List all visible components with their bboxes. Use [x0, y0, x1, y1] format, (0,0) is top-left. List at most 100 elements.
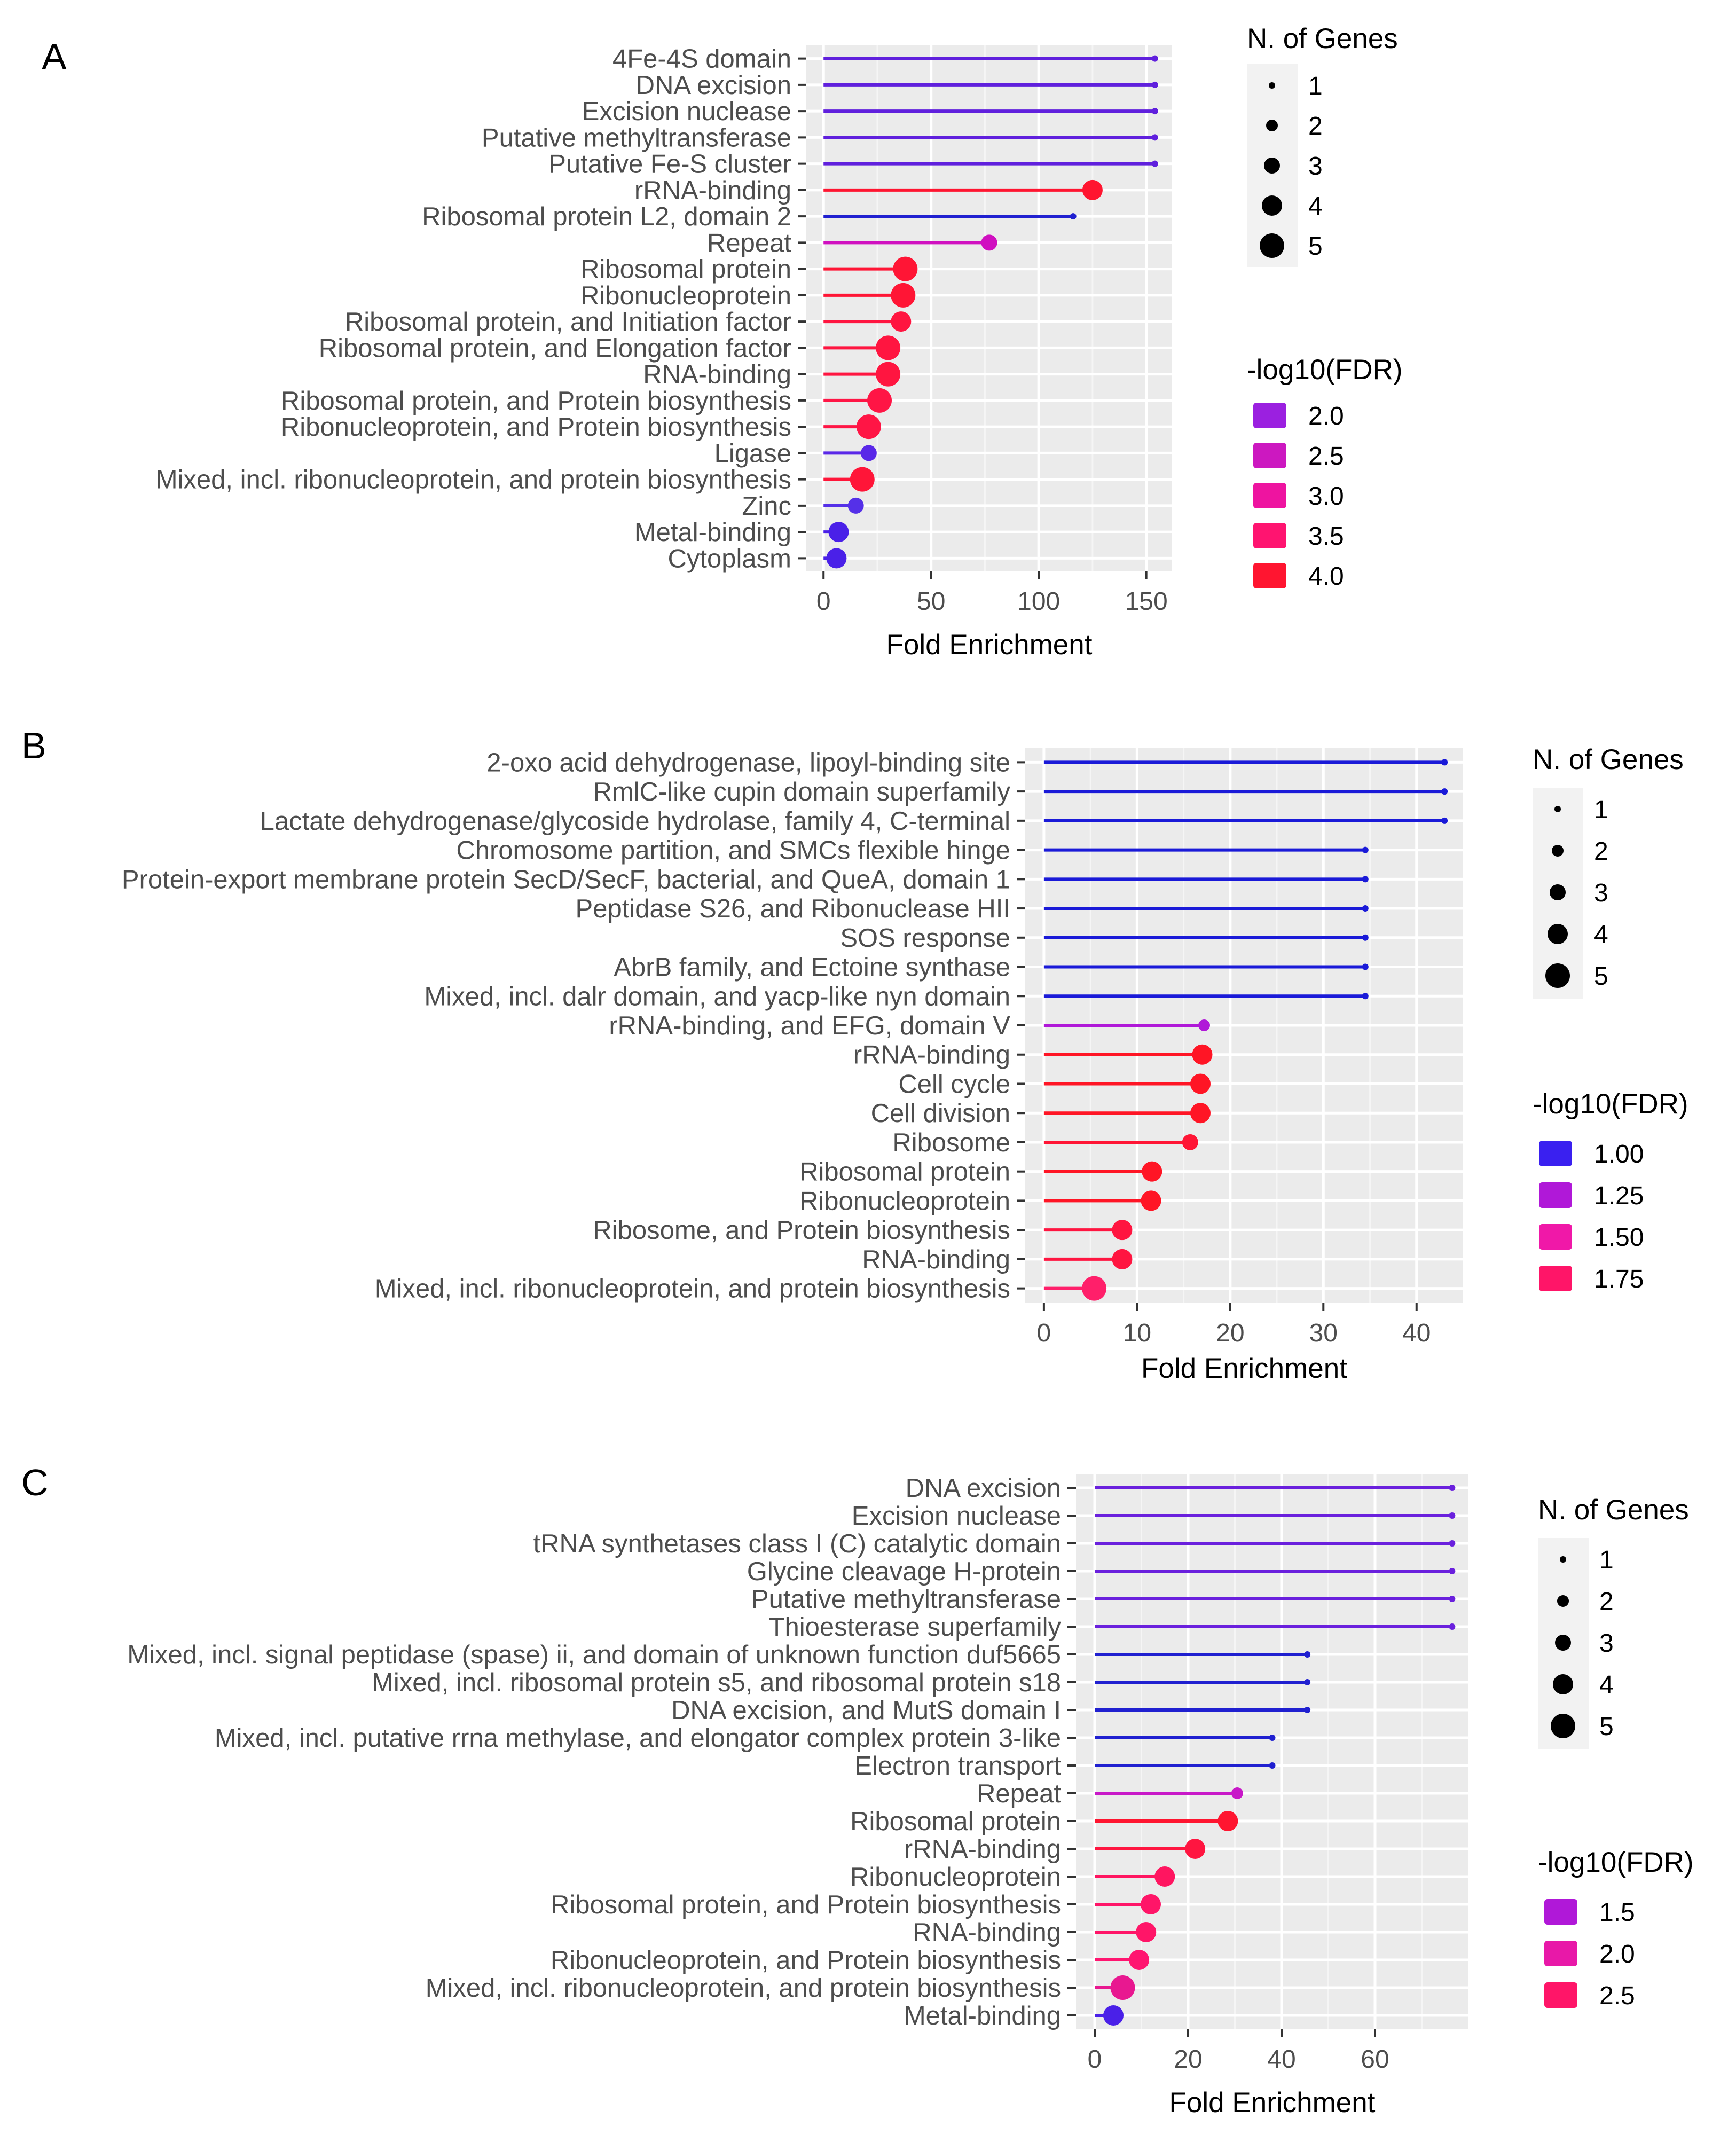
- size-legend-key: [1550, 884, 1566, 900]
- lollipop-point: [1082, 179, 1103, 200]
- panel-b: B 0 10 20 30 40 2-oxo acid dehydrogenase, lipo…: [21, 725, 1688, 1384]
- category-label: Putative methyltransferase: [751, 1585, 1061, 1614]
- lollipop-point: [847, 497, 864, 514]
- category-label: AbrB family, and Ectoine synthase: [614, 953, 1010, 982]
- size-legend-key: [1553, 1674, 1573, 1694]
- x-tick-label: 20: [1216, 1319, 1244, 1347]
- category-label: Cell division: [871, 1099, 1010, 1128]
- lollipop-point: [1441, 817, 1448, 824]
- size-legend-key: [1545, 963, 1570, 988]
- size-legend-label: 4: [1599, 1671, 1614, 1699]
- lollipop-point: [1110, 1975, 1135, 2000]
- lollipop-point: [876, 362, 901, 387]
- x-tick-label: 0: [1088, 2045, 1102, 2074]
- size-legend-key: [1260, 233, 1284, 258]
- x-axis-title: Fold Enrichment: [1169, 2087, 1376, 2118]
- category-label: Zinc: [742, 492, 791, 521]
- lollipop-point: [1192, 1044, 1213, 1065]
- category-label: Ribosomal protein: [799, 1158, 1010, 1187]
- size-legend-label: 2: [1308, 112, 1323, 140]
- panel-letter: C: [21, 1462, 49, 1503]
- lollipop-point: [1269, 1762, 1276, 1769]
- category-label: Ribosome, and Protein biosynthesis: [593, 1216, 1010, 1245]
- lollipop-point: [891, 311, 912, 332]
- size-legend-key: [1269, 82, 1275, 89]
- lollipop-point: [1449, 1512, 1456, 1519]
- category-label: rRNA-binding: [634, 176, 791, 205]
- x-tick-label: 100: [1017, 587, 1060, 616]
- category-label: Mixed, incl. ribonucleoprotein, and prot…: [156, 466, 791, 495]
- category-label: Protein-export membrane protein SecD/Sec…: [122, 865, 1010, 894]
- size-legend-label: 2: [1599, 1588, 1614, 1616]
- color-legend-swatch: [1253, 443, 1286, 468]
- category-label: Metal-binding: [904, 2002, 1061, 2030]
- color-legend-label: 1.50: [1594, 1223, 1644, 1252]
- category-label: SOS response: [840, 924, 1010, 953]
- color-legend-label: 4.0: [1308, 562, 1344, 591]
- color-legend-label: 2.0: [1308, 402, 1344, 430]
- lollipop-point: [1441, 759, 1448, 766]
- color-legend-swatch: [1253, 483, 1286, 508]
- size-legend-label: 1: [1594, 796, 1608, 824]
- size-legend-key: [1554, 806, 1561, 812]
- color-legend-swatch: [1253, 563, 1286, 588]
- lollipop-point: [850, 467, 875, 492]
- lollipop-point: [1190, 1103, 1211, 1124]
- category-label: rRNA-binding: [853, 1041, 1010, 1070]
- lollipop-point: [876, 335, 901, 360]
- category-label: Thioesterase superfamily: [769, 1613, 1062, 1642]
- panel-letter: B: [21, 725, 46, 766]
- lollipop-point: [1142, 1161, 1162, 1182]
- category-label: Ligase: [714, 439, 791, 468]
- color-legend-label: 2.0: [1599, 1940, 1635, 1968]
- category-label: DNA excision: [636, 71, 791, 100]
- lollipop-point: [1304, 1651, 1311, 1658]
- lollipop-point: [1141, 1190, 1161, 1211]
- plot-background: [806, 45, 1172, 571]
- lollipop-point: [856, 414, 881, 440]
- category-label: Excision nuclease: [582, 97, 791, 126]
- lollipop-point: [1362, 846, 1369, 853]
- lollipop-point: [826, 548, 847, 569]
- color-legend-label: 1.25: [1594, 1182, 1644, 1210]
- category-label: Lactate dehydrogenase/glycoside hydrolas…: [260, 807, 1010, 836]
- size-legend-label: 1: [1308, 72, 1323, 100]
- lollipop-point: [1449, 1485, 1456, 1491]
- color-legend-swatch: [1539, 1141, 1572, 1166]
- size-legend-key: [1266, 120, 1278, 131]
- lollipop-point: [1269, 1735, 1276, 1741]
- category-label: Ribosomal protein: [850, 1807, 1061, 1836]
- size-legend-label: 2: [1594, 837, 1608, 866]
- color-legend-swatch: [1539, 1182, 1572, 1208]
- lollipop-point: [1136, 1922, 1157, 1942]
- lollipop-point: [867, 388, 892, 413]
- size-legend-key: [1557, 1595, 1569, 1607]
- size-legend-label: 3: [1599, 1629, 1614, 1658]
- x-tick-label: 20: [1174, 2045, 1202, 2074]
- lollipop-point: [1190, 1073, 1211, 1094]
- lollipop-point: [1112, 1220, 1133, 1241]
- category-label: Ribonucleoprotein, and Protein biosynthe…: [281, 413, 791, 442]
- category-label: RmlC-like cupin domain superfamily: [593, 778, 1010, 806]
- x-tick-label: 50: [917, 587, 945, 616]
- lollipop-point: [1362, 934, 1369, 941]
- x-tick-label: 0: [1037, 1319, 1051, 1347]
- category-label: DNA excision, and MutS domain I: [671, 1696, 1061, 1725]
- color-legend-label: 1.5: [1599, 1898, 1635, 1927]
- category-label: Ribonucleoprotein, and Protein biosynthe…: [551, 1946, 1061, 1975]
- lollipop-point: [891, 283, 916, 308]
- x-axis-title: Fold Enrichment: [1141, 1353, 1347, 1384]
- lollipop-point: [1217, 1811, 1238, 1831]
- category-label: Repeat: [977, 1779, 1061, 1808]
- category-label: 2-oxo acid dehydrogenase, lipoyl-binding…: [486, 748, 1010, 777]
- lollipop-point: [1362, 963, 1369, 970]
- category-label: Ribonucleoprotein: [850, 1863, 1061, 1892]
- size-legend-key: [1552, 845, 1564, 857]
- category-label: DNA excision: [906, 1474, 1061, 1503]
- lollipop-point: [1198, 1019, 1210, 1031]
- category-label: Mixed, incl. signal peptidase (spase) ii…: [127, 1641, 1061, 1669]
- size-legend-label: 4: [1594, 921, 1608, 949]
- lollipop-point: [1449, 1568, 1456, 1574]
- x-tick-label: 10: [1123, 1319, 1151, 1347]
